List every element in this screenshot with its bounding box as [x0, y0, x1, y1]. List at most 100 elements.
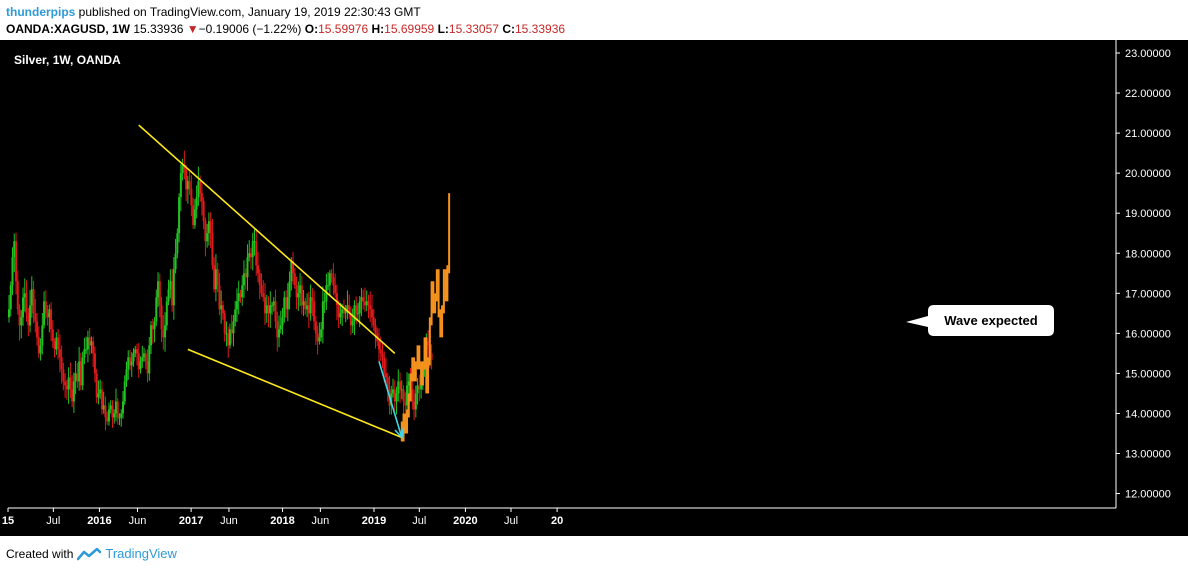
candle-body: [213, 265, 216, 290]
candle-body: [225, 333, 228, 335]
candle-body: [181, 165, 184, 174]
candle-body: [36, 321, 39, 338]
candle-body: [269, 305, 272, 314]
candle-body: [134, 349, 137, 354]
candle-body: [413, 401, 416, 410]
tradingview-link[interactable]: TradingView: [105, 546, 177, 561]
candle-body: [55, 337, 58, 350]
candle-body: [249, 253, 252, 258]
x-tick-label: Jul: [46, 515, 60, 527]
candle-body: [272, 301, 275, 306]
x-tick-label: Jun: [220, 515, 238, 527]
candle-body: [169, 281, 172, 290]
candle-body: [321, 301, 324, 330]
candle-body: [297, 293, 300, 298]
candle-body: [260, 285, 263, 294]
symbol-label: OANDA:XAGUSD, 1W: [6, 22, 131, 36]
candle-body: [367, 301, 370, 306]
x-tick-label: 2020: [453, 515, 477, 527]
candle-body: [232, 321, 235, 334]
candle-body: [72, 381, 75, 402]
candle-body: [109, 405, 112, 410]
candle-body: [320, 329, 323, 338]
candle-body: [404, 401, 407, 406]
candle-body: [290, 261, 293, 282]
projection-bar: [439, 309, 442, 338]
projection-bar: [404, 413, 407, 434]
candle-body: [244, 273, 247, 278]
candle-body: [60, 357, 63, 370]
last-price: 15.33936: [133, 22, 184, 36]
candle-body: [351, 321, 354, 326]
x-tick-label: Jul: [412, 515, 426, 527]
x-tick-label: 2019: [362, 515, 386, 527]
candle-body: [144, 353, 147, 362]
candle-body: [11, 257, 14, 286]
candle-body: [13, 241, 16, 258]
candle-body: [46, 313, 49, 318]
candle-body: [127, 357, 130, 370]
candle-body: [241, 285, 244, 298]
candle-body: [306, 305, 309, 310]
x-tick-label: 15: [2, 515, 14, 527]
candle-body: [123, 381, 126, 402]
candle-body: [186, 181, 189, 190]
candle-body: [18, 309, 21, 326]
callout-text: Wave expected: [944, 313, 1038, 328]
candle-body: [171, 281, 174, 306]
y-tick-label: 15.00000: [1125, 368, 1171, 380]
y-tick-label: 20.00000: [1125, 168, 1171, 180]
candle-body: [214, 269, 217, 290]
candle-body: [41, 325, 44, 346]
candle-body: [246, 257, 249, 278]
chart-title: Silver, 1W, OANDA: [14, 53, 121, 67]
candle-body: [86, 337, 89, 350]
candle-body: [188, 181, 191, 190]
candle-body: [335, 293, 338, 306]
trendline: [138, 124, 396, 354]
candle-body: [95, 373, 98, 398]
candle-body: [150, 325, 153, 346]
close-label: C:: [502, 22, 515, 36]
candle-body: [65, 385, 68, 390]
candles: [8, 150, 433, 431]
projection-bars: [400, 193, 451, 442]
candle-body: [39, 345, 42, 354]
candle-body: [57, 337, 60, 350]
candle-body: [113, 413, 116, 418]
candle-body: [264, 297, 267, 314]
candle-body: [420, 385, 423, 390]
candle-body: [234, 309, 237, 322]
published-text: published on TradingView.com, January 19…: [78, 5, 421, 19]
candle-body: [99, 389, 102, 394]
y-tick-label: 13.00000: [1125, 449, 1171, 461]
candle-body: [278, 329, 281, 338]
arrow-line: [378, 361, 403, 438]
projection-bar: [428, 317, 431, 366]
candle-body: [71, 389, 74, 402]
candle-body: [395, 393, 398, 402]
candle-body: [332, 277, 335, 286]
y-tick-label: 22.00000: [1125, 88, 1171, 100]
candle-body: [211, 233, 214, 266]
candle-body: [362, 297, 365, 302]
candle-body: [339, 313, 342, 318]
candle-body: [239, 293, 242, 298]
candle-body: [58, 349, 61, 358]
candle-body: [179, 173, 182, 198]
candle-body: [74, 373, 77, 382]
candle-body: [160, 305, 163, 330]
author-link[interactable]: thunderpips: [6, 5, 76, 19]
price-chart[interactable]: 12.00000 13.00000 14.00000 15.00000 16.00000…: [0, 40, 1188, 536]
projection-bar: [446, 265, 449, 302]
candle-body: [353, 305, 356, 322]
candle-body: [363, 301, 366, 306]
projection-bar: [434, 293, 437, 314]
candle-body: [228, 329, 231, 346]
footer: Created with TradingView: [6, 546, 177, 561]
symbol-info: OANDA:XAGUSD, 1W 15.33936 ▼−0.19006 (−1.…: [6, 22, 565, 36]
candle-body: [151, 325, 154, 330]
candle-body: [43, 301, 46, 326]
down-arrow-icon: ▼: [186, 22, 199, 36]
candle-body: [251, 241, 254, 258]
